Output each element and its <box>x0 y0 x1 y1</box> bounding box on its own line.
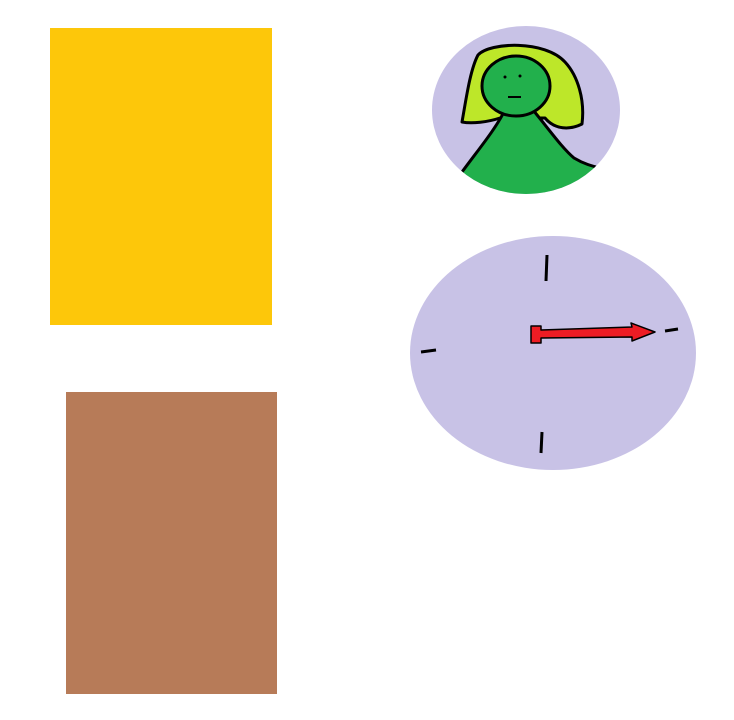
avatar-right-eye <box>518 74 522 78</box>
avatar-body <box>453 108 602 194</box>
avatar-face <box>480 54 552 118</box>
clock-tick-9 <box>420 348 437 354</box>
clock-tick-6 <box>539 431 544 454</box>
avatar-left-eye <box>503 75 507 79</box>
brown-rectangle <box>66 392 277 694</box>
clock-face <box>410 236 696 470</box>
clock-tick-12 <box>544 254 549 282</box>
clock-hand <box>530 322 656 344</box>
yellow-rectangle <box>50 28 272 325</box>
clock-icon <box>410 236 696 470</box>
person-avatar-icon <box>432 26 620 194</box>
clock-tick-3 <box>664 327 679 333</box>
